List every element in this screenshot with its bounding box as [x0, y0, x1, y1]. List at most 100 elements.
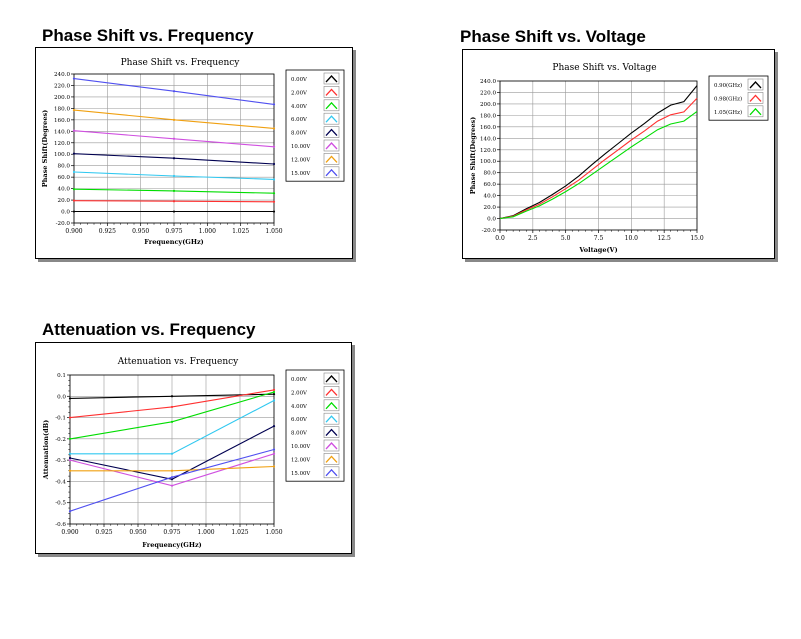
legend-label: 10.00V — [291, 144, 310, 150]
legend-swatch-box — [323, 166, 340, 179]
data-point — [170, 420, 174, 423]
legend-swatch — [325, 388, 338, 396]
y-tick-label: 140.0 — [54, 129, 70, 135]
data-point — [172, 90, 176, 93]
data-point — [272, 393, 276, 396]
data-point — [170, 452, 174, 455]
legend-label: 15.00V — [291, 471, 310, 477]
data-point — [72, 77, 76, 80]
data-point — [272, 390, 276, 394]
attenuation-vs-frequency-chart: Attenuation vs. Frequency 0.900 0.925 0.950… — [42, 357, 345, 549]
data-point — [68, 437, 72, 440]
legend-swatch — [325, 168, 338, 177]
data-point — [172, 157, 176, 160]
x-tick-label: 1.025 — [231, 529, 248, 536]
y-tick-label: 60.0 — [58, 175, 71, 181]
y-tick-label: 20.0 — [58, 198, 71, 204]
legend-label: 4.00V — [291, 404, 307, 410]
data-point — [68, 397, 72, 400]
y-tick-label: 0.0 — [57, 394, 66, 400]
data-point — [72, 188, 76, 191]
legend-swatch-box — [323, 99, 340, 112]
legend-label: 8.00V — [291, 131, 307, 137]
data-point — [272, 200, 276, 203]
legend-label: 0.90(GHz) — [714, 82, 742, 89]
legend-swatch-box — [323, 386, 340, 398]
legend-swatch-box — [323, 139, 340, 152]
y-tick-label: 180.0 — [480, 113, 496, 119]
data-point — [170, 395, 174, 398]
legend-swatch — [325, 442, 338, 450]
x-tick-label: 12.5 — [657, 235, 671, 242]
x-tick-label: 1.000 — [197, 529, 214, 536]
y-tick-label: 80.0 — [58, 164, 71, 170]
legend-swatch-box — [747, 78, 764, 91]
y-tick-label: 0.1 — [57, 373, 66, 379]
data-point — [272, 145, 276, 148]
x-tick-label: 15.0 — [690, 235, 704, 242]
legend-swatch — [325, 115, 338, 123]
data-point — [68, 469, 72, 472]
heading-phase-vs-voltage: Phase Shift vs. Voltage — [460, 27, 646, 46]
y-tick-label: 40.0 — [484, 194, 497, 200]
legend-swatch-box — [323, 72, 340, 85]
data-point — [170, 476, 174, 479]
data-point — [170, 478, 174, 481]
data-point — [272, 162, 276, 166]
x-tick-label: 0.925 — [95, 529, 112, 536]
legend-label: 6.00V — [291, 117, 307, 123]
y-tick-label: 160.0 — [480, 125, 496, 131]
y-tick-label: 100.0 — [54, 152, 70, 158]
x-tick-label: 0.975 — [163, 529, 180, 536]
phase-vs-voltage-chart-panel: Phase Shift vs. Voltage 0.0 2.5 5.0 7.5 10.0 1… — [462, 49, 775, 259]
data-point — [172, 118, 176, 121]
legend-swatch — [325, 155, 338, 163]
legend-label: 2.00V — [291, 390, 307, 396]
phase-vs-frequency-chart: Phase Shift vs. Frequency 0.900 0.925 0.950… — [41, 58, 345, 246]
legend-swatch — [325, 142, 338, 150]
y-tick-label: 240.0 — [54, 72, 70, 78]
y-tick-label: -0.2 — [55, 437, 66, 443]
x-axis-label: Voltage(V) — [578, 246, 617, 254]
legend-swatch — [325, 88, 338, 96]
series-line-2 — [499, 97, 698, 220]
legend-swatch-box — [747, 105, 764, 118]
legend-swatch — [325, 375, 338, 383]
legend-swatch — [749, 81, 762, 89]
legend-swatch — [325, 455, 338, 463]
chart-title: Attenuation vs. Frequency — [117, 357, 239, 367]
y-tick-label: 120.0 — [54, 141, 70, 147]
legend-swatch — [325, 468, 338, 477]
legend-swatch-box — [323, 412, 340, 425]
legend-label: 6.00V — [291, 417, 307, 423]
legend-swatch-box — [323, 153, 340, 165]
x-tick-label: 10.0 — [625, 235, 639, 242]
y-tick-label: 220.0 — [480, 90, 496, 96]
data-point — [170, 405, 174, 409]
y-axis-label: Phase Shift(Degrees) — [469, 117, 477, 194]
data-point — [68, 456, 72, 460]
data-point — [172, 210, 176, 213]
y-tick-label: -20.0 — [56, 221, 71, 227]
y-tick-label: 40.0 — [58, 187, 71, 193]
legend-swatch — [749, 94, 762, 102]
data-point — [72, 129, 76, 132]
data-point — [72, 152, 76, 155]
data-point — [68, 452, 72, 455]
y-tick-label: 100.0 — [480, 159, 496, 165]
data-point — [72, 170, 76, 174]
legend-label: 8.00V — [291, 431, 307, 437]
data-point — [272, 424, 276, 428]
y-tick-label: 120.0 — [480, 148, 496, 154]
data-point — [68, 416, 72, 419]
y-tick-label: 180.0 — [54, 106, 70, 112]
y-tick-label: -0.3 — [55, 458, 66, 464]
x-tick-label: 7.5 — [594, 235, 604, 242]
data-point — [272, 452, 276, 455]
data-point — [170, 484, 174, 487]
y-tick-label: -20.0 — [482, 228, 497, 234]
x-tick-label: 0.950 — [129, 529, 146, 536]
data-point — [172, 200, 176, 203]
x-tick-label: 0.900 — [61, 529, 78, 536]
y-tick-label: 0.0 — [61, 210, 70, 216]
